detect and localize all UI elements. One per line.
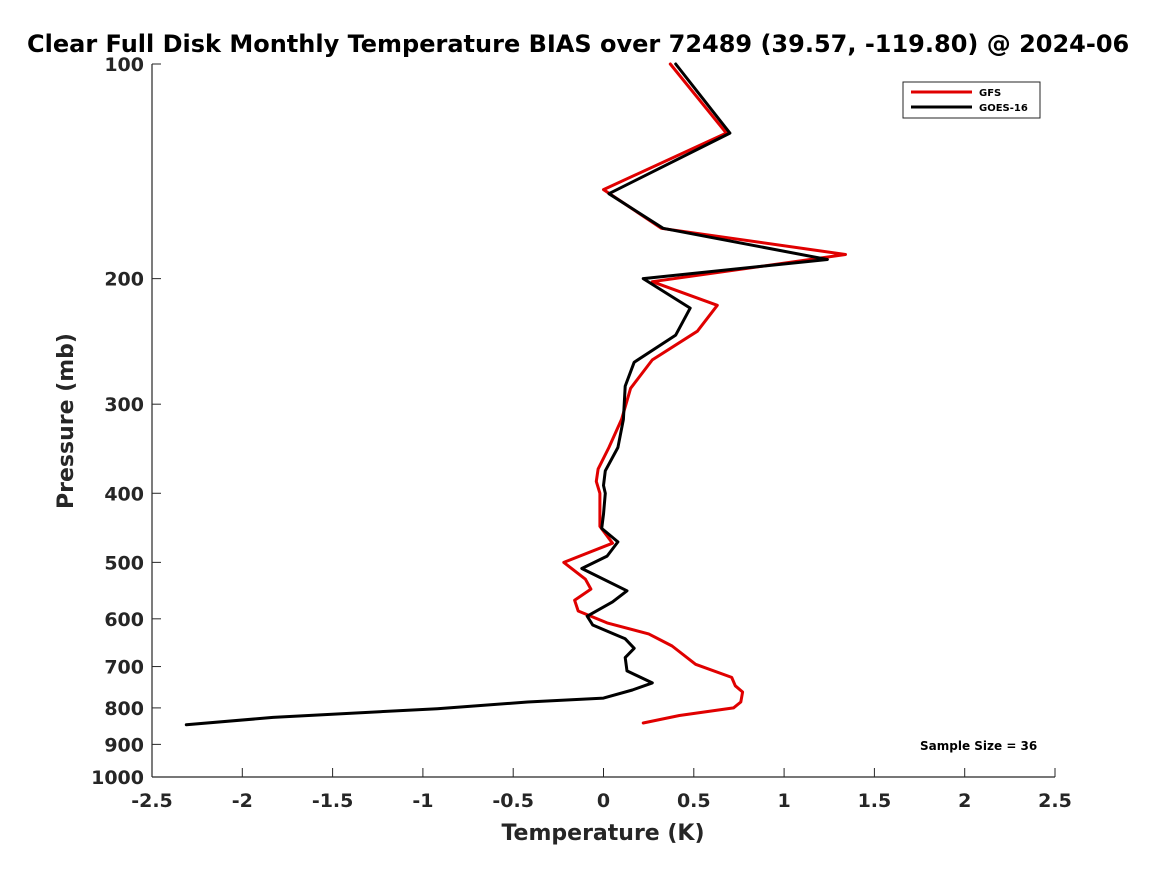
x-tick-label: -1 — [412, 790, 433, 812]
legend-entry-gfs: GFS — [979, 88, 1001, 99]
x-tick-label: 0 — [597, 790, 610, 812]
y-tick-label: 200 — [104, 269, 144, 291]
y-tick-label: 600 — [104, 609, 144, 631]
y-axis-label: Pressure (mb) — [54, 333, 79, 509]
y-tick-label: 900 — [104, 734, 144, 756]
legend-box — [902, 81, 1041, 119]
x-tick-label: -2.5 — [131, 790, 173, 812]
chart-title: Clear Full Disk Monthly Temperature BIAS… — [27, 30, 1129, 58]
series-layer — [184, 62, 847, 727]
axes-layer: -2.5 -2 -1.5 -1 -0.5 0 0.5 1 1.5 2 2.5 100 200 300 400… — [91, 54, 1072, 812]
plot-area — [152, 64, 1055, 777]
y-tick-label: 700 — [104, 657, 144, 679]
legend-entry-goes16: GOES-16 — [979, 103, 1028, 114]
x-axis-label: Temperature (K) — [501, 821, 704, 846]
x-tick-label: -1.5 — [312, 790, 354, 812]
series-line-goes16 — [184, 62, 829, 727]
y-tick-label: 1000 — [91, 767, 144, 789]
sample-size-annotation: Sample Size = 36 — [920, 739, 1037, 753]
series-line-gfs — [562, 62, 847, 725]
legend: GFS GOES-16 — [902, 81, 1041, 119]
y-tick-label: 500 — [104, 552, 144, 574]
x-tick-label: 2 — [958, 790, 971, 812]
x-tick-label: 1.5 — [858, 790, 892, 812]
x-tick-label: 0.5 — [677, 790, 711, 812]
y-tick-label: 400 — [104, 483, 144, 505]
x-tick-label: -2 — [232, 790, 253, 812]
x-tick-label: 2.5 — [1038, 790, 1072, 812]
y-tick-label: 300 — [104, 394, 144, 416]
y-tick-label: 100 — [104, 54, 144, 76]
y-tick-label: 800 — [104, 698, 144, 720]
x-tick-label: 1 — [777, 790, 790, 812]
x-tick-label: -0.5 — [492, 790, 534, 812]
